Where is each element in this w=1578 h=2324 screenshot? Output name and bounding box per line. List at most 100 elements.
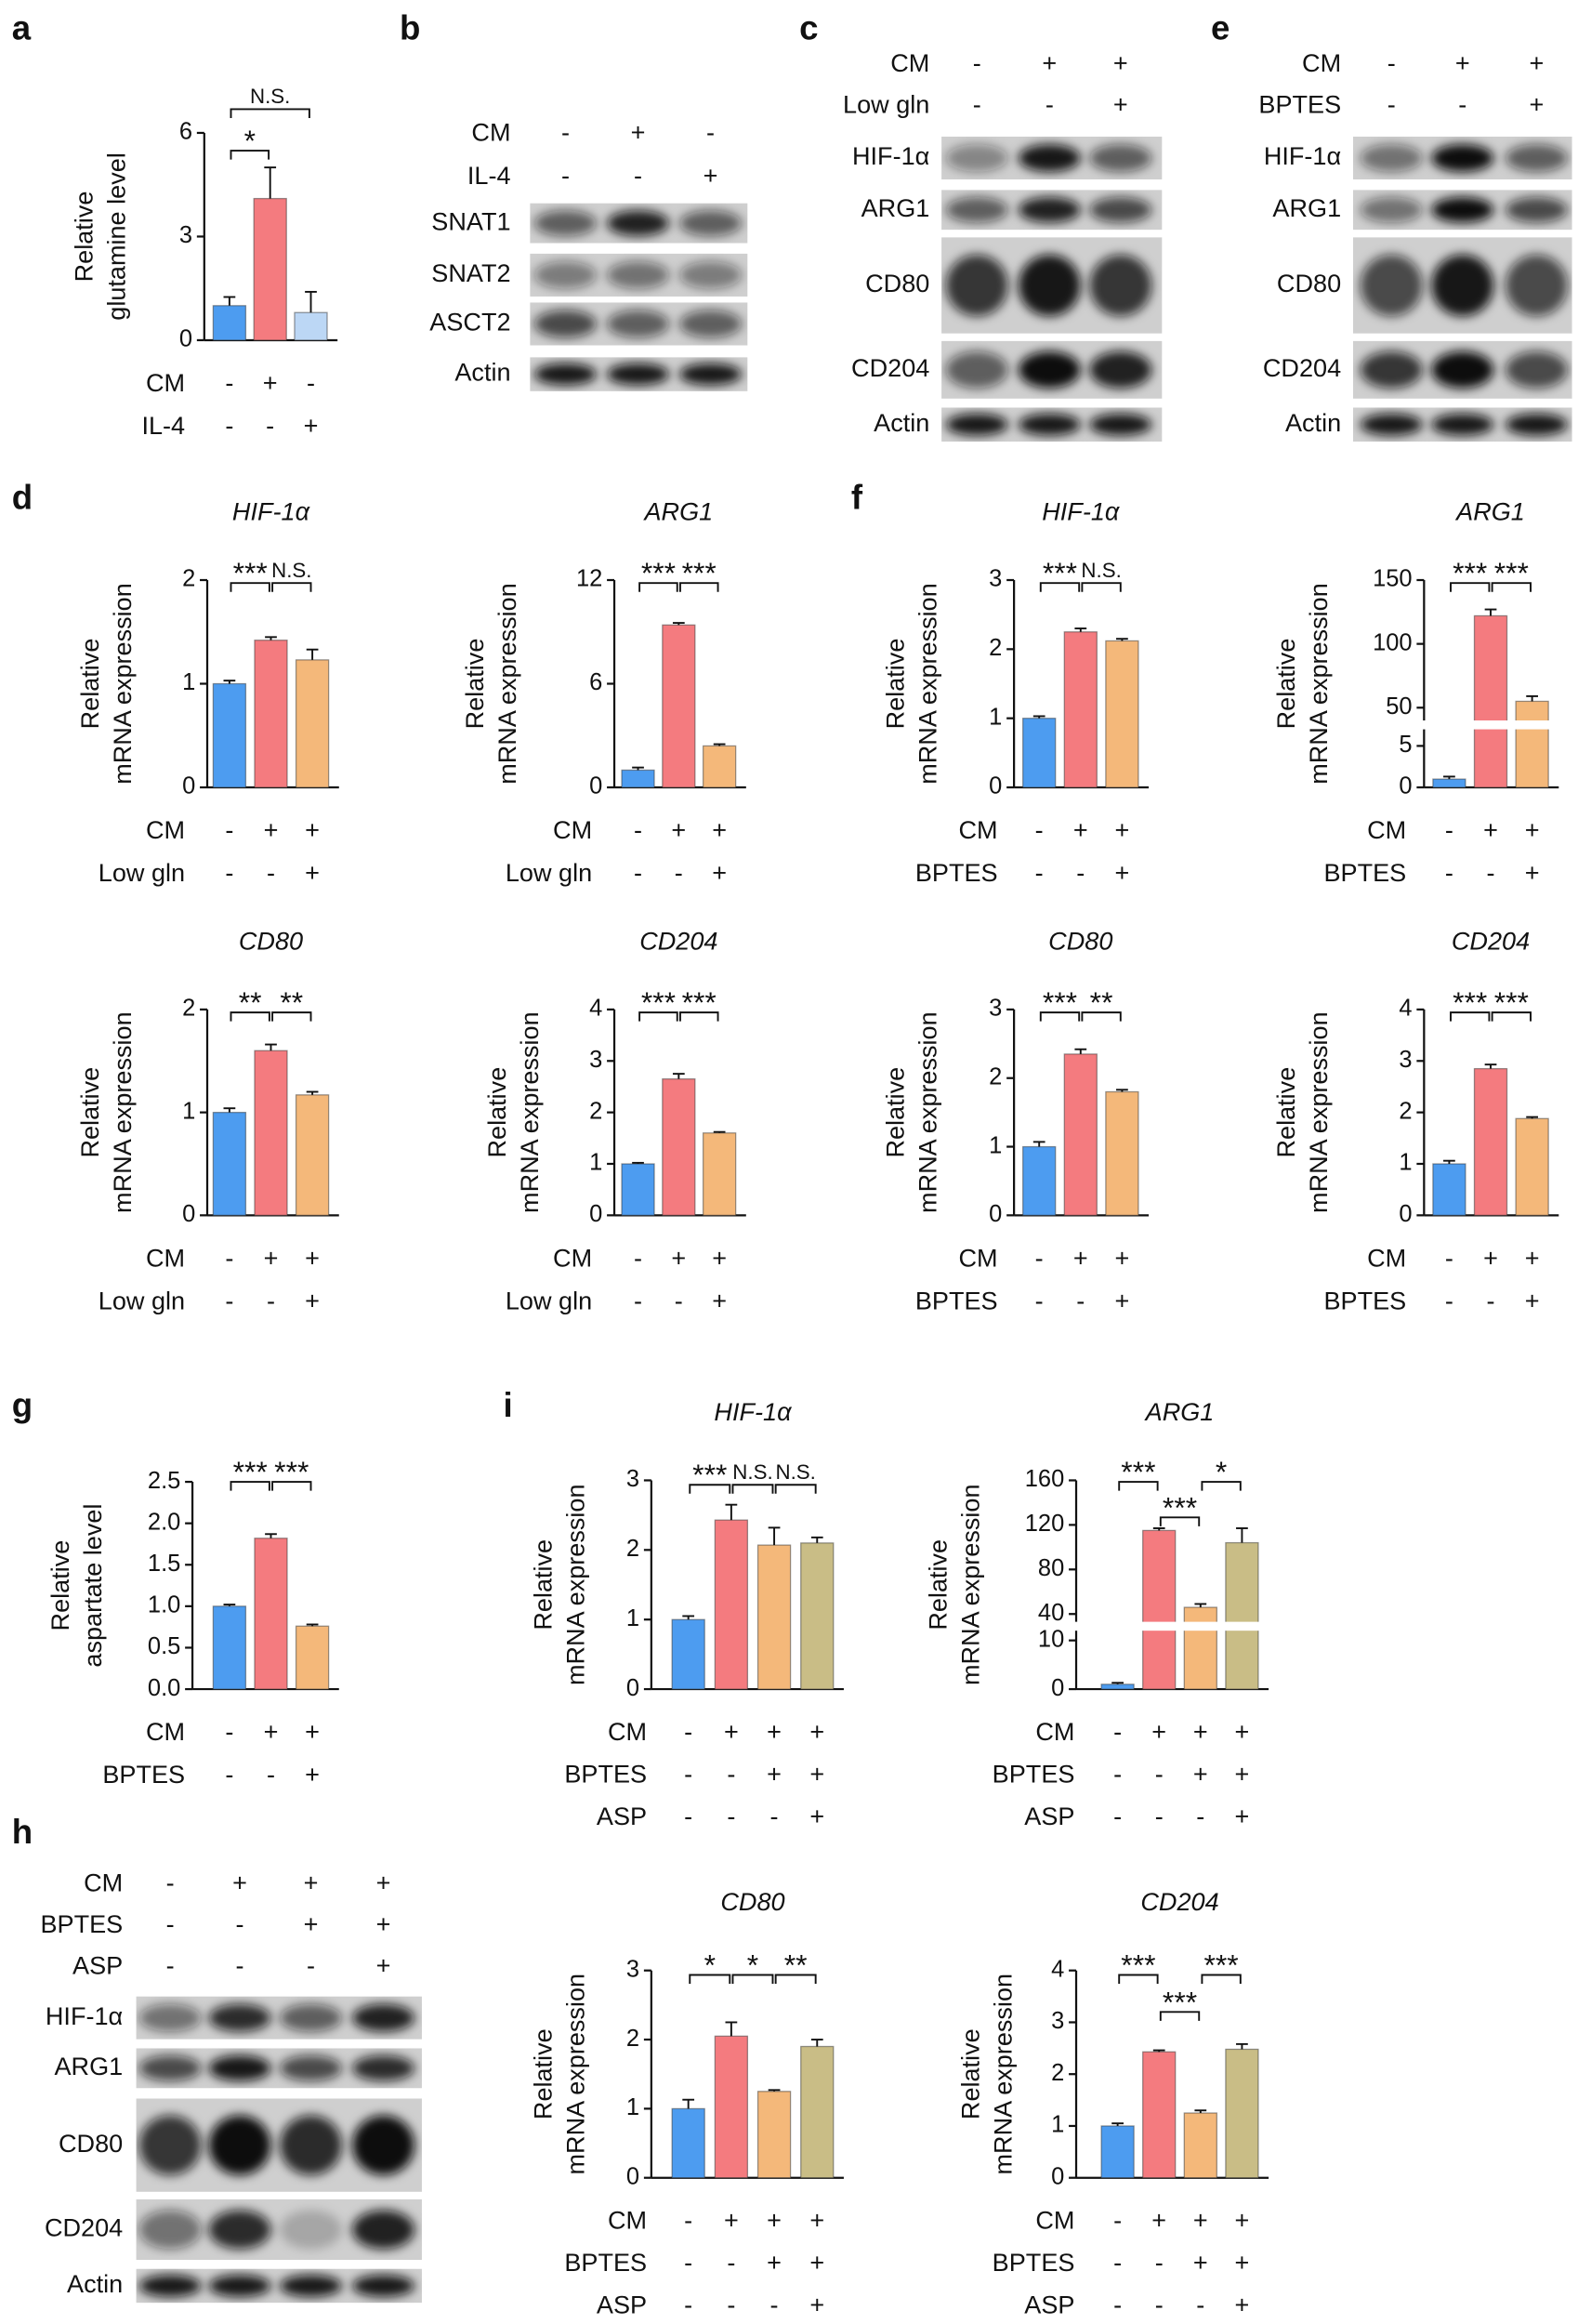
bar [294,311,328,341]
blot-band [208,2275,271,2297]
bar [254,1538,288,1690]
condition-sign: - [727,1802,735,1830]
bar [1432,778,1466,788]
condition-sign: - [675,858,683,887]
blot-band [534,310,597,338]
y-axis-label: Relative [482,1067,511,1158]
condition-sign: + [1235,2248,1250,2277]
y-tick-label: 1 [1051,2112,1064,2138]
blot-strip [941,407,1163,442]
axis-break [1077,1621,1270,1631]
condition-sign: + [809,1802,824,1830]
condition-sign: + [712,815,727,844]
y-axis-label: Relative [1271,639,1300,730]
condition-sign: + [1193,1717,1208,1746]
bar [1225,2048,1259,2179]
y-tick-label: 4 [1399,996,1412,1022]
significance-bracket [271,582,312,592]
blot-band [138,2115,202,2175]
condition-label: CM [890,48,929,77]
condition-label: Low gln [99,858,185,887]
significance-label: N.S. [250,85,290,108]
significance-bracket [230,582,270,592]
condition-label: BPTES [1258,89,1341,118]
y-tick-label: 100 [1373,629,1413,655]
condition-label: ASP [597,2290,647,2318]
condition-sign: - [1445,1243,1453,1272]
condition-label: ASP [597,1802,647,1830]
chart-title: HIF-1α [714,1397,793,1426]
blot-band [1089,144,1152,172]
y-axis-label: aspartate level [78,1504,107,1668]
y-tick-label: 1 [1399,1150,1412,1176]
blot-band [1018,197,1081,223]
y-axis-label: mRNA expression [560,1484,589,1685]
panel-letter: a [12,9,32,47]
condition-sign: + [1114,858,1129,887]
blot-band [1018,144,1081,172]
blot-band [607,210,669,236]
blot-strip [136,2199,422,2261]
band-label: Actin [454,358,510,387]
chart-title: ARG1 [642,496,713,525]
significance-label: * [704,1948,716,1981]
y-tick-label: 12 [576,566,602,592]
condition-sign: - [267,1286,275,1314]
blot-band [1018,350,1081,389]
bar [662,1078,696,1216]
blot-band [352,2115,415,2175]
significance-label: *** [1043,985,1077,1019]
condition-sign: + [1455,48,1470,77]
condition-sign: + [809,2248,824,2277]
y-tick-label: 0 [989,773,1002,799]
condition-label: CM [1302,48,1341,77]
y-tick-label: 2 [589,1098,602,1124]
blot-band [1505,144,1568,172]
condition-sign: + [1235,1717,1250,1746]
condition-sign: + [1042,48,1057,77]
y-tick-label: 0 [182,773,195,799]
condition-sign: - [225,368,233,397]
significance-bracket [1039,1011,1081,1022]
condition-label: BPTES [993,1759,1075,1788]
y-axis-label: mRNA expression [493,583,521,785]
blot-band [208,2210,271,2250]
condition-sign: + [1113,89,1128,118]
significance-label: *** [1453,556,1487,589]
condition-sign: + [1235,2290,1250,2318]
condition-sign: + [1193,1759,1208,1788]
blot-strip [530,203,748,244]
significance-label: *** [682,985,717,1019]
condition-sign: + [1193,2206,1208,2235]
bar [1063,1053,1098,1216]
y-axis-label: Relative [528,1539,557,1631]
condition-sign: - [684,2290,692,2318]
condition-sign: - [1196,1802,1204,1830]
blot-band [534,363,597,386]
blot-band [1360,197,1423,223]
y-axis-label: mRNA expression [989,1974,1018,2175]
y-tick-label: 3 [179,222,192,248]
blot-band [208,2055,271,2081]
condition-sign: - [770,2290,779,2318]
bar [1225,1541,1259,1690]
condition-sign: - [1045,89,1054,118]
y-tick-label: 40 [1038,1600,1064,1626]
band-label: HIF-1α [852,141,929,170]
condition-sign: + [305,1760,320,1789]
y-tick-label: 2 [626,2026,639,2052]
significance-bracket [1118,1481,1159,1491]
blot-band [1360,254,1423,317]
condition-sign: - [634,1286,642,1314]
y-tick-label: 0 [1399,773,1412,799]
panel-letter: c [799,9,818,47]
blot-band [1360,144,1423,172]
condition-sign: - [307,1951,315,1980]
condition-label: BPTES [1323,1286,1406,1314]
y-tick-label: 3 [989,566,1002,592]
blot-band [1505,350,1568,389]
blot-band [1018,414,1081,436]
y-tick-label: 0 [179,326,192,352]
y-tick-label: 1 [989,1132,1002,1158]
axis-break [1425,720,1560,730]
